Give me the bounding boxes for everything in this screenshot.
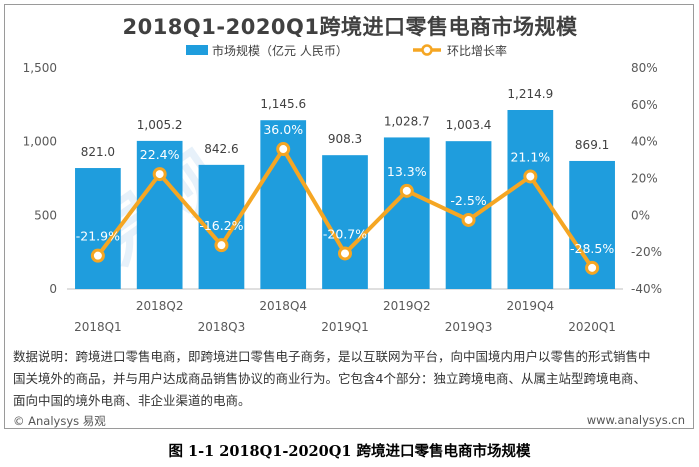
y-left-tick-label: 1,500 bbox=[23, 61, 57, 75]
bar-value-label: 842.6 bbox=[204, 142, 238, 156]
growth-rate-point bbox=[585, 260, 600, 275]
x-tick-label: 2020Q1 bbox=[568, 320, 616, 334]
growth-rate-label: 22.4% bbox=[140, 147, 180, 162]
y-right-tick-label: 60% bbox=[631, 98, 658, 112]
growth-rate-point bbox=[461, 212, 476, 227]
x-tick-label: 2019Q1 bbox=[321, 320, 369, 334]
chart-frame: 易观 2018Q1-2020Q1跨境进口零售电商市场规模 05001,0001,… bbox=[4, 4, 694, 429]
bar-value-label: 821.0 bbox=[81, 145, 115, 159]
y-right-tick-label: -20% bbox=[631, 245, 662, 259]
x-tick-label: 2019Q2 bbox=[383, 299, 431, 313]
legend-line-marker bbox=[421, 44, 433, 56]
bar-value-label: 869.1 bbox=[575, 138, 609, 152]
bar bbox=[136, 140, 183, 289]
growth-rate-label: -20.7% bbox=[323, 226, 367, 241]
growth-rate-point bbox=[338, 246, 352, 261]
bar-value-label: 1,214.9 bbox=[507, 87, 553, 101]
data-notes: 数据说明：跨境进口零售电商，即跨境进口零售电子商务，是以互联网为平台，向中国境内… bbox=[13, 346, 689, 412]
chart-title: 2018Q1-2020Q1跨境进口零售电商市场规模 bbox=[122, 15, 578, 39]
x-tick-label: 2018Q3 bbox=[198, 320, 246, 334]
x-tick-label: 2019Q3 bbox=[445, 320, 493, 334]
bar-value-label: 1,003.4 bbox=[446, 118, 492, 132]
y-left-tick-label: 1,000 bbox=[23, 135, 57, 149]
y-left-tick-label: 0 bbox=[49, 282, 57, 296]
notes-line-3: 面向中国的境外电商、非企业渠道的电商。 bbox=[13, 393, 251, 408]
growth-rate-point bbox=[152, 167, 167, 182]
growth-rate-label: -16.2% bbox=[199, 218, 243, 233]
legend-bar-label: 市场规模（亿元 人民币） bbox=[212, 43, 348, 58]
legend-bar-swatch bbox=[186, 45, 208, 55]
y-right-tick-label: 40% bbox=[631, 135, 658, 149]
growth-rate-point bbox=[276, 142, 291, 157]
notes-line-1: 数据说明：跨境进口零售电商，即跨境进口零售电子商务，是以互联网为平台，向中国境内… bbox=[13, 349, 651, 364]
growth-rate-point bbox=[399, 183, 414, 198]
bar-value-label: 1,145.6 bbox=[260, 97, 306, 111]
bar-value-label: 1,028.7 bbox=[384, 114, 430, 128]
y-right-tick-label: -40% bbox=[631, 282, 662, 296]
growth-rate-point bbox=[523, 169, 538, 184]
y-left-tick-label: 500 bbox=[34, 208, 57, 222]
x-tick-label: 2018Q1 bbox=[74, 320, 122, 334]
growth-rate-point bbox=[90, 248, 105, 263]
bar bbox=[322, 155, 368, 289]
growth-rate-label: -2.5% bbox=[450, 193, 486, 208]
x-tick-label: 2018Q2 bbox=[136, 299, 184, 313]
bar-value-label: 908.3 bbox=[328, 132, 362, 146]
figure-caption: 图 1-1 2018Q1-2020Q1 跨境进口零售电商市场规模 bbox=[168, 443, 531, 460]
bar-value-label: 1,005.2 bbox=[137, 118, 183, 132]
growth-rate-label: -21.9% bbox=[76, 229, 120, 244]
footer-website: www.analysys.cn bbox=[586, 413, 685, 427]
footer-brand: © Analysys 易观 bbox=[13, 414, 106, 428]
notes-line-2: 国关境外的商品，并与用户达成商品销售协议的商业行为。它包含4个部分：独立跨境电商… bbox=[13, 371, 646, 386]
x-tick-label: 2018Q4 bbox=[259, 299, 307, 313]
growth-rate-label: 13.3% bbox=[387, 164, 427, 179]
y-right-tick-label: 80% bbox=[631, 61, 658, 75]
growth-rate-label: 36.0% bbox=[263, 122, 303, 137]
y-right-tick-label: 0% bbox=[631, 208, 650, 222]
y-right-tick-label: 20% bbox=[631, 172, 658, 186]
growth-rate-label: 21.1% bbox=[510, 149, 550, 164]
x-tick-label: 2019Q4 bbox=[507, 299, 555, 313]
legend-line-label: 环比增长率 bbox=[447, 43, 507, 58]
combo-chart: 0 500 1,000 1,500 -40% -20% 0% 20% 40% 60% 80% 821.… bbox=[23, 43, 662, 334]
growth-rate-label: -28.5% bbox=[570, 241, 614, 256]
growth-rate-point bbox=[214, 238, 229, 253]
bar bbox=[75, 168, 121, 289]
bar bbox=[383, 137, 430, 289]
